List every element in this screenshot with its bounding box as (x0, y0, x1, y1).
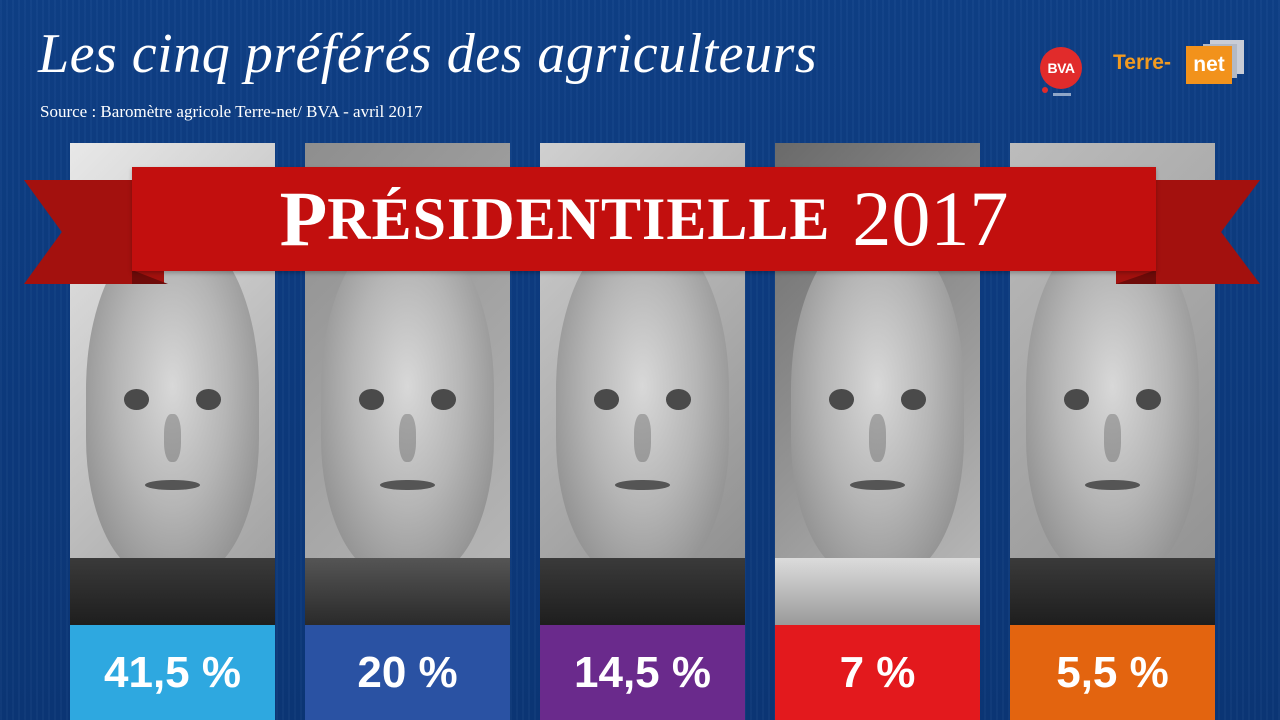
bva-logo: BVA (1040, 47, 1082, 93)
collar-shape (70, 557, 275, 625)
banner-initial: P (279, 175, 328, 262)
collar-shape (305, 557, 510, 625)
face-shape (1026, 229, 1199, 577)
terre-net-logo-text: Terre- (1113, 51, 1171, 74)
percentage-box: 7 % (775, 625, 980, 720)
percentage-box: 14,5 % (540, 625, 745, 720)
percentage-box: 41,5 % (70, 625, 275, 720)
face-shape (86, 229, 259, 577)
bva-logo-base (1053, 93, 1071, 96)
collar-shape (1010, 557, 1215, 625)
percentage-box: 20 % (305, 625, 510, 720)
banner-year: 2017 (852, 175, 1009, 262)
terre-net-logo-badge: net (1186, 46, 1232, 84)
percentage-box: 5,5 % (1010, 625, 1215, 720)
presidentielle-banner: P RÉSIDENTIELLE 2017 (132, 167, 1156, 271)
page-title: Les cinq préférés des agriculteurs (38, 23, 818, 85)
source-caption: Source : Baromètre agricole Terre-net/ B… (40, 102, 423, 121)
collar-shape (540, 557, 745, 625)
banner-word: RÉSIDENTIELLE (327, 185, 831, 252)
face-shape (321, 229, 494, 577)
face-shape (556, 229, 729, 577)
face-shape (791, 229, 964, 577)
collar-shape (775, 557, 980, 625)
